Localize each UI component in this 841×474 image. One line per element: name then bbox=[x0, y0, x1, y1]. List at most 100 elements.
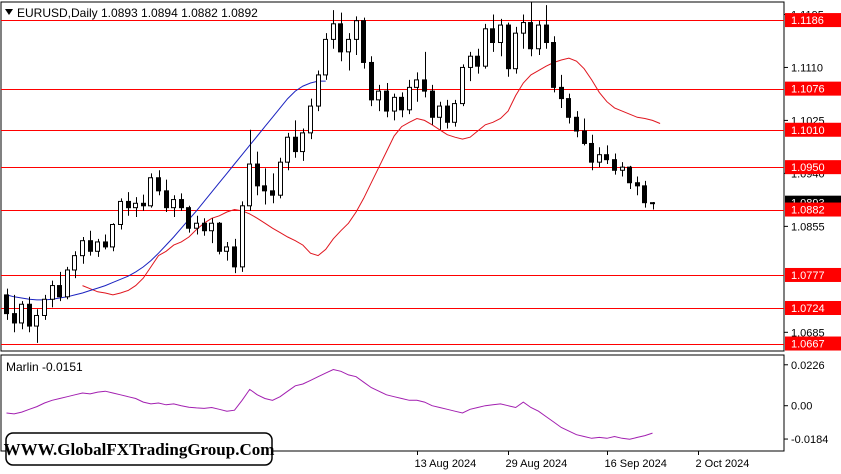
candle-body-bull bbox=[498, 24, 503, 44]
candle-body-bull bbox=[278, 161, 283, 196]
candle-body-bear bbox=[566, 98, 571, 118]
time-tick-label: 2 Oct 2024 bbox=[696, 458, 750, 470]
ma-slow-line bbox=[6, 80, 326, 301]
candle-body-bull bbox=[285, 136, 290, 163]
candle bbox=[407, 79, 412, 115]
candle-body-bull bbox=[224, 246, 229, 252]
indicator-label: Marlin -0.0151 bbox=[6, 360, 83, 374]
candle-body-bull bbox=[110, 223, 115, 248]
candle-body-bear bbox=[612, 159, 617, 171]
level-label-3: 1.0950 bbox=[791, 162, 825, 174]
chart-title: EURUSD,Daily 1.0893 1.0894 1.0882 1.0892 bbox=[17, 6, 258, 20]
candle-body-bull bbox=[460, 66, 465, 105]
candle bbox=[65, 266, 70, 300]
price-axis: 1.11951.11101.10251.09401.08551.06851.08… bbox=[784, 9, 841, 339]
candle bbox=[316, 70, 321, 112]
candle-body-bull bbox=[148, 177, 153, 207]
candle-body-bull bbox=[308, 105, 313, 134]
candle-body-bear bbox=[57, 285, 62, 298]
candle bbox=[202, 218, 207, 236]
candle bbox=[551, 36, 556, 93]
candle-body-bear bbox=[369, 61, 374, 101]
candle-body-bear bbox=[574, 116, 579, 132]
candle bbox=[430, 84, 435, 125]
candle-body-bull bbox=[316, 74, 321, 107]
candle bbox=[452, 99, 457, 127]
candle bbox=[133, 197, 138, 218]
candle-body-bull bbox=[376, 90, 381, 101]
candle bbox=[566, 93, 571, 124]
candle bbox=[422, 51, 427, 98]
candle-body-bull bbox=[452, 103, 457, 123]
level-label-6: 1.0724 bbox=[791, 303, 825, 315]
candle-body-bear bbox=[528, 22, 533, 50]
candle-body-bull bbox=[536, 24, 541, 50]
candle-body-bull bbox=[80, 240, 85, 257]
price-tick-label: 1.0685 bbox=[791, 327, 825, 339]
candle-body-bear bbox=[635, 182, 640, 187]
candle bbox=[27, 296, 32, 333]
price-tick-label: 1.0855 bbox=[791, 221, 825, 233]
candle-body-bull bbox=[194, 222, 199, 229]
candle-body-bull bbox=[354, 20, 359, 40]
candle bbox=[186, 205, 191, 233]
level-label-box bbox=[785, 336, 841, 351]
candle-body-bull bbox=[521, 22, 526, 34]
level-label-box bbox=[785, 122, 841, 137]
candle bbox=[110, 223, 115, 252]
candle bbox=[475, 48, 480, 74]
osc-tick-label: 0.0226 bbox=[791, 360, 825, 372]
candle-body-bull bbox=[247, 163, 252, 207]
time-tick-label: 29 Aug 2024 bbox=[506, 458, 568, 470]
candle-body-bear bbox=[422, 79, 427, 92]
osc-tick-label: 0.00 bbox=[791, 401, 812, 413]
candle bbox=[12, 294, 17, 333]
price-tick-label: 1.1110 bbox=[791, 62, 823, 74]
candle-body-bull bbox=[407, 86, 412, 111]
oscillator-group bbox=[6, 368, 653, 440]
candle-body-bear bbox=[642, 185, 647, 204]
main-panel[interactable] bbox=[0, 1, 785, 352]
candle bbox=[118, 198, 123, 230]
triangle-down-icon[interactable] bbox=[5, 9, 13, 15]
candle bbox=[650, 202, 655, 210]
candle bbox=[285, 132, 290, 171]
candle-body-bear bbox=[361, 20, 366, 63]
candle-body-bear bbox=[551, 42, 556, 88]
candle bbox=[232, 238, 237, 274]
candle bbox=[72, 251, 77, 279]
candle bbox=[164, 179, 169, 213]
candle bbox=[50, 280, 55, 308]
candle-body-bull bbox=[346, 38, 351, 53]
candle bbox=[528, 2, 533, 57]
candle-body-bull bbox=[42, 298, 47, 316]
candle-body-bull bbox=[50, 285, 55, 300]
level-label-box bbox=[785, 13, 841, 28]
candle bbox=[148, 173, 153, 208]
candle-body-bear bbox=[475, 55, 480, 67]
candle bbox=[468, 51, 473, 82]
level-label-box bbox=[785, 81, 841, 96]
candle bbox=[293, 120, 298, 158]
candle-body-bear bbox=[141, 202, 146, 207]
candle bbox=[597, 147, 602, 168]
oscillator-line bbox=[6, 368, 653, 440]
candle-body-bull bbox=[331, 23, 336, 40]
candle-body-bear bbox=[270, 190, 275, 196]
candle-body-bear bbox=[217, 222, 222, 252]
candle bbox=[582, 118, 587, 146]
candle-body-bear bbox=[650, 202, 655, 205]
candle bbox=[437, 101, 442, 130]
candle bbox=[574, 111, 579, 138]
candle bbox=[513, 26, 518, 74]
candle bbox=[224, 241, 229, 261]
time-tick-label: 13 Aug 2024 bbox=[415, 458, 477, 470]
candle bbox=[95, 238, 100, 257]
candle-body-bear bbox=[103, 241, 108, 248]
candle-body-bear bbox=[627, 166, 632, 184]
candle bbox=[536, 20, 541, 55]
candle-body-bear bbox=[430, 90, 435, 118]
candle-body-bull bbox=[240, 205, 245, 268]
candle bbox=[490, 14, 495, 52]
